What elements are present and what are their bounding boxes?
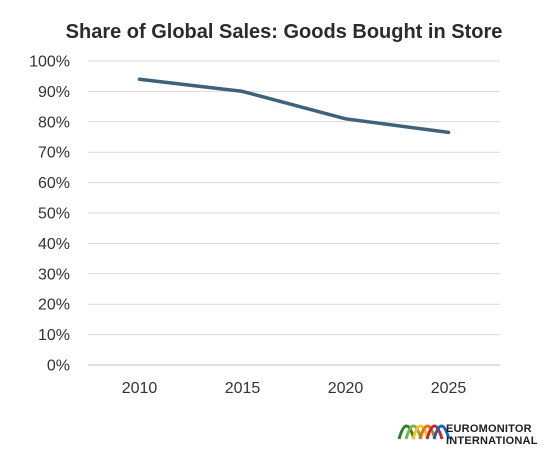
data-point: [242, 90, 243, 92]
x-axis-ticks: 2010 2015 2020 2025: [122, 380, 467, 397]
y-tick-label: 50%: [38, 206, 70, 223]
y-tick-label: 70%: [38, 145, 70, 162]
series-layer: [137, 77, 451, 135]
rainbow-arches-icon: [397, 424, 451, 440]
y-tick-label: 20%: [38, 297, 70, 314]
data-point: [139, 78, 140, 80]
brand-line-2: INTERNATIONAL: [446, 435, 538, 447]
logo-arch: [425, 424, 444, 440]
y-tick-label: 80%: [38, 114, 70, 131]
gridlines: [88, 60, 500, 366]
data-point: [448, 131, 449, 133]
y-tick-label: 40%: [38, 236, 70, 253]
data-point: [345, 118, 346, 120]
y-axis-ticks: 0% 10% 20% 30% 40% 50% 60% 70% 80% 90% 100%: [29, 54, 70, 375]
x-tick-label: 2010: [122, 380, 158, 397]
chart-title: Share of Global Sales: Goods Bought in S…: [66, 21, 503, 43]
y-tick-label: 10%: [38, 327, 70, 344]
series-line: [137, 77, 451, 135]
y-tick-label: 60%: [38, 175, 70, 192]
logo-arch: [432, 424, 451, 440]
y-tick-label: 0%: [47, 358, 70, 375]
x-tick-label: 2025: [431, 380, 467, 397]
brand-line-1: EUROMONITOR: [446, 423, 532, 435]
y-tick-label: 100%: [29, 54, 70, 71]
x-tick-label: 2020: [328, 380, 364, 397]
y-tick-label: 30%: [38, 266, 70, 283]
x-tick-label: 2015: [225, 380, 261, 397]
y-tick-label: 90%: [38, 84, 70, 101]
euromonitor-logo: EUROMONITOR INTERNATIONAL: [397, 423, 538, 447]
